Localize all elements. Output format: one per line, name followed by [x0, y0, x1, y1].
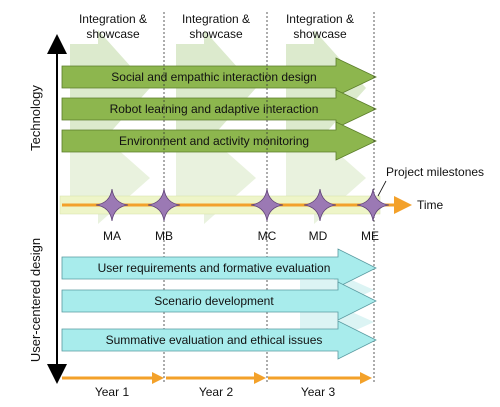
user-tracks: User requirements and formative evaluati… — [61, 248, 377, 360]
user-arrow-1 — [61, 248, 377, 288]
integration-label-3-line1: Integration & — [286, 12, 354, 26]
milestone-labels: MA MB MC MD ME — [103, 229, 379, 243]
milestone-label-me: ME — [361, 229, 379, 243]
user-arrow-3 — [61, 320, 377, 360]
milestone-label-md: MD — [309, 229, 328, 243]
milestone-label-ma: MA — [103, 229, 121, 243]
integration-label-3-line2: showcase — [293, 27, 347, 41]
technology-tracks: Social and empathic interaction design R… — [61, 57, 377, 161]
user-centered-axis-label: User-centered design — [28, 238, 43, 362]
time-axis-head — [394, 196, 412, 214]
tech-arrow-1 — [61, 57, 377, 97]
time-label: Time — [417, 198, 444, 212]
integration-labels: Integration & showcase Integration & sho… — [79, 12, 354, 41]
year-arrow-2-head — [254, 372, 266, 384]
year-label-1: Year 1 — [95, 385, 130, 399]
milestone-md-marker — [303, 188, 337, 222]
milestone-ma-marker — [95, 188, 129, 222]
integration-label-2-line1: Integration & — [182, 12, 250, 26]
tech-track-label-1: Social and empathic interaction design — [111, 70, 316, 84]
milestone-me-marker — [356, 188, 390, 222]
integration-label-1-line1: Integration & — [79, 12, 147, 26]
project-milestones-label: Project milestones — [386, 165, 484, 179]
tech-arrow-3 — [61, 121, 377, 161]
year-label-3: Year 3 — [301, 385, 336, 399]
milestone-mb-marker — [147, 188, 181, 222]
year-label-2: Year 2 — [199, 385, 234, 399]
milestone-label-mb: MB — [155, 229, 173, 243]
integration-label-2-line2: showcase — [189, 27, 243, 41]
milestone-mc-marker — [250, 188, 284, 222]
year-timeline: Year 1 Year 2 Year 3 — [62, 372, 372, 399]
milestone-markers — [95, 188, 390, 222]
year-arrow-1-head — [152, 372, 164, 384]
project-milestones-pointer — [377, 180, 387, 197]
technology-axis-label: Technology — [28, 85, 43, 151]
integration-label-1-line2: showcase — [86, 27, 140, 41]
user-track-label-3: Summative evaluation and ethical issues — [106, 333, 323, 347]
tech-arrow-2 — [61, 89, 377, 129]
tech-track-label-3: Environment and activity monitoring — [119, 134, 309, 148]
user-arrow-2 — [61, 281, 377, 321]
user-track-label-2: Scenario development — [154, 294, 274, 308]
year-arrow-3-head — [360, 372, 372, 384]
user-track-label-1: User requirements and formative evaluati… — [98, 261, 331, 275]
tech-track-label-2: Robot learning and adaptive interaction — [110, 102, 319, 116]
milestone-label-mc: MC — [258, 229, 277, 243]
